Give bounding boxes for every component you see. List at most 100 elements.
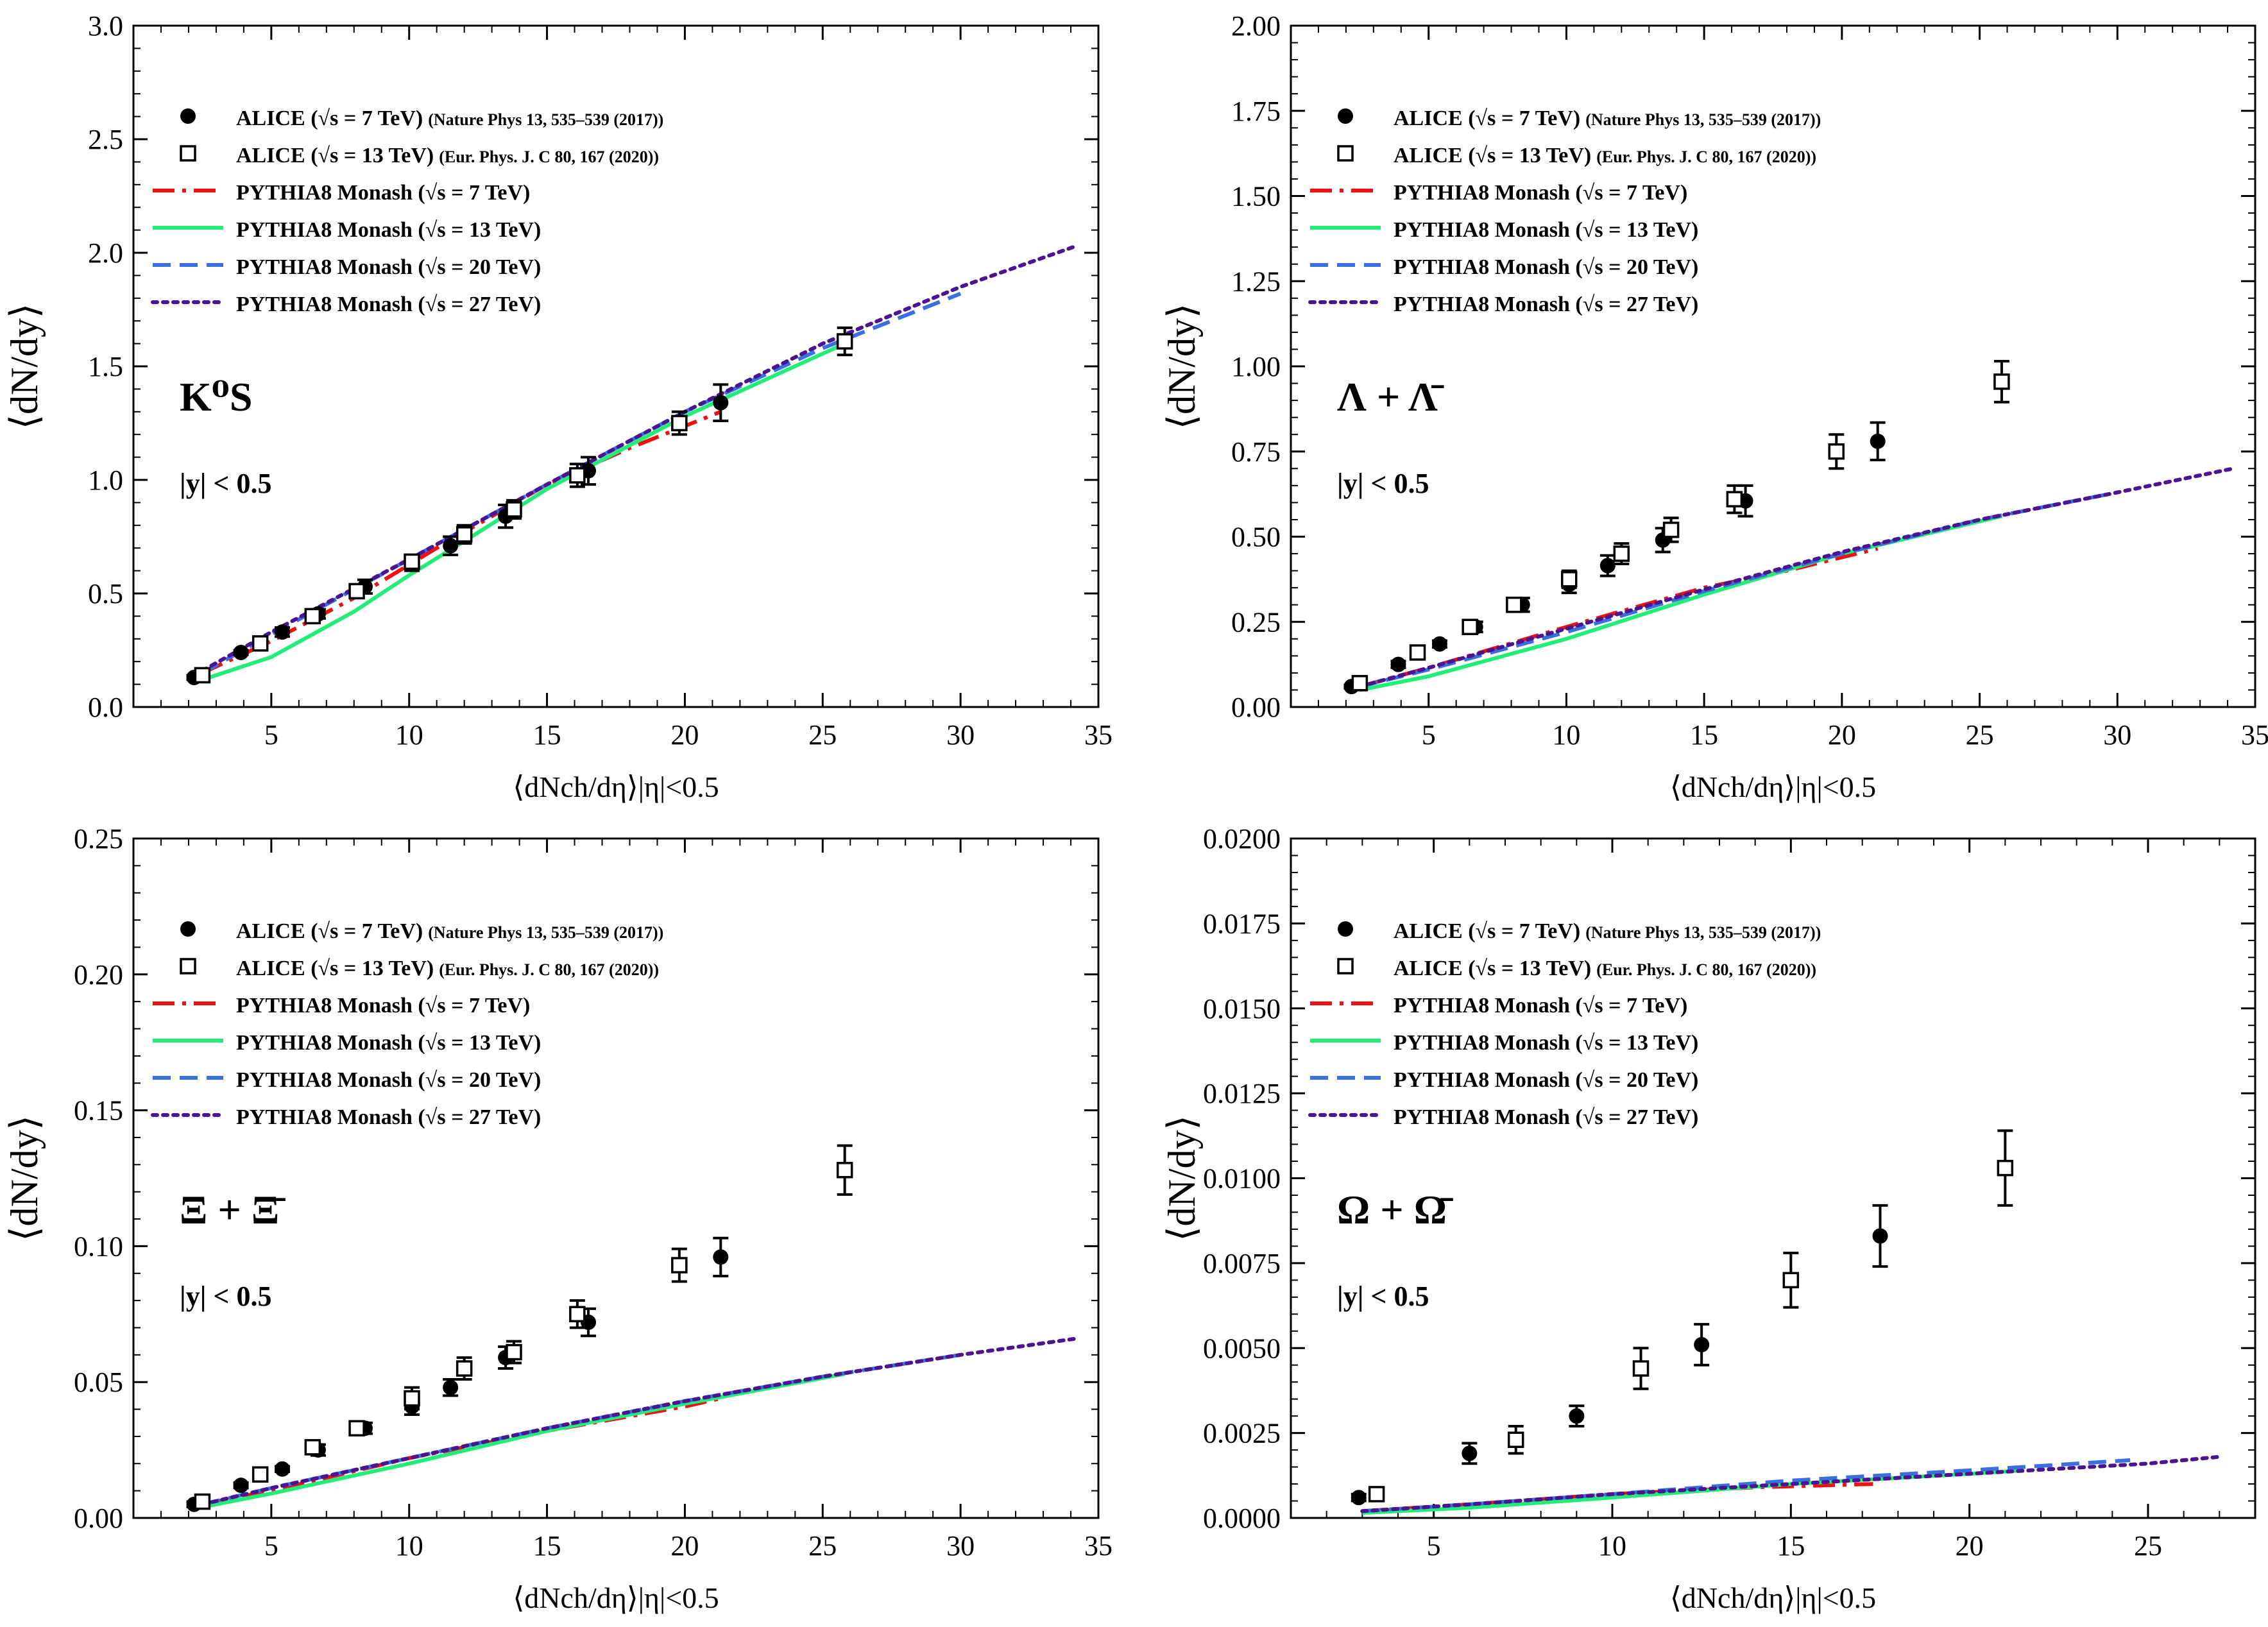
y-tick-label: 0.25 <box>74 823 123 855</box>
data-point-filled-circle <box>443 538 459 554</box>
x-tick-label: 35 <box>2241 719 2268 751</box>
x-tick-label: 20 <box>670 1530 699 1562</box>
x-axis-label: ⟨dNch/dη⟩|η|<0.5 <box>1670 1581 1876 1614</box>
x-tick-label: 30 <box>946 719 975 751</box>
data-point-open-square <box>1507 1431 1524 1448</box>
data-point-open-square <box>1993 373 2010 390</box>
y-tick-label: 0.10 <box>74 1231 123 1262</box>
y-tick-label: 2.00 <box>1231 10 1281 42</box>
series-line-dotted <box>1358 466 2235 689</box>
series-line-dashed <box>1359 490 2118 689</box>
legend-entry: ALICE (√s = 13 TeV) (Eur. Phys. J. C 80, … <box>236 957 659 980</box>
legend-label: PYTHIA8 Monash (√s = 7 TeV) <box>1394 994 1687 1018</box>
data-point-open-square <box>1632 1360 1650 1377</box>
y-tick-label: 1.25 <box>1231 266 1281 297</box>
legend-label: PYTHIA8 Monash (√s = 27 TeV) <box>236 293 541 316</box>
legend-entry: PYTHIA8 Monash (√s = 20 TeV) <box>1394 255 1698 279</box>
x-tick-label: 30 <box>946 1530 975 1562</box>
y-tick-label: 0.0025 <box>1203 1418 1281 1449</box>
data-point-filled-circle <box>1351 1490 1367 1506</box>
plot-area <box>1343 360 2235 695</box>
data-point-filled-circle <box>713 395 729 411</box>
data-point-filled-circle <box>275 624 291 640</box>
y-tick-label: 0.0175 <box>1203 908 1281 939</box>
legend: ALICE (√s = 7 TeV) (Nature Phys 13, 535–5… <box>151 919 663 1129</box>
legend-label: PYTHIA8 Monash (√s = 13 TeV) <box>236 1031 541 1055</box>
data-point-filled-circle <box>1599 558 1616 574</box>
legend-marker-filled-circle <box>1338 921 1353 937</box>
x-tick-label: 10 <box>1598 1530 1626 1562</box>
legend-ref: (Nature Phys 13, 535–539 (2017)) <box>1585 923 1821 942</box>
data-point-open-square <box>304 1439 321 1456</box>
data-point-open-square <box>252 635 269 652</box>
y-tick-label: 1.5 <box>88 351 123 382</box>
legend-ref: (Eur. Phys. J. C 80, 167 (2020)) <box>439 960 659 979</box>
legend-entry: PYTHIA8 Monash (√s = 27 TeV) <box>236 1105 541 1129</box>
y-tick-label: 0.50 <box>1231 522 1281 553</box>
y-tick-label: 0.25 <box>1231 606 1281 638</box>
y-axis-label: ⟨dN/dy⟩ <box>3 1115 46 1241</box>
legend-entry: PYTHIA8 Monash (√s = 27 TeV) <box>236 293 541 316</box>
legend-entry: PYTHIA8 Monash (√s = 7 TeV) <box>1394 181 1687 205</box>
y-tick-label: 2.5 <box>88 124 123 155</box>
legend-marker-filled-circle <box>180 921 196 937</box>
data-point-filled-circle <box>443 1379 459 1395</box>
data-point-open-square <box>569 1306 586 1323</box>
data-point-open-square <box>1368 1486 1385 1503</box>
legend-entry: ALICE (√s = 7 TeV) (Nature Phys 13, 535–5… <box>236 919 663 943</box>
legend-entry: PYTHIA8 Monash (√s = 13 TeV) <box>1394 1031 1698 1055</box>
x-tick-label: 20 <box>1956 1530 1984 1562</box>
data-point-filled-circle <box>1872 1228 1888 1244</box>
x-axis-label: ⟨dNch/dη⟩|η|<0.5 <box>1670 771 1876 803</box>
y-tick-label: 0.0200 <box>1203 823 1281 855</box>
data-point-filled-circle <box>1390 656 1406 672</box>
legend-label: PYTHIA8 Monash (√s = 20 TeV) <box>1394 255 1698 279</box>
legend-entry: PYTHIA8 Monash (√s = 27 TeV) <box>1394 1105 1698 1129</box>
y-tick-label: 0.0 <box>88 692 123 723</box>
y-tick-label: 0.0125 <box>1203 1078 1281 1109</box>
y-tick-label: 0.5 <box>88 578 123 609</box>
data-point-open-square <box>194 1493 211 1510</box>
legend-label: PYTHIA8 Monash (√s = 13 TeV) <box>1394 1031 1698 1055</box>
y-axis-label: ⟨dN/dy⟩ <box>1161 303 1203 430</box>
x-axis-label: ⟨dNch/dη⟩|η|<0.5 <box>513 1581 719 1614</box>
legend-label: PYTHIA8 Monash (√s = 27 TeV) <box>1394 1105 1698 1129</box>
y-tick-label: 0.75 <box>1231 436 1281 468</box>
x-tick-label: 5 <box>1427 1530 1441 1562</box>
y-axis-label: ⟨dN/dy⟩ <box>3 303 46 430</box>
legend-ref: (Nature Phys 13, 535–539 (2017)) <box>428 923 663 942</box>
legend-entry: ALICE (√s = 7 TeV) (Nature Phys 13, 535–5… <box>1394 919 1821 943</box>
x-tick-label: 15 <box>1690 719 1718 751</box>
legend-label: PYTHIA8 Monash (√s = 7 TeV) <box>1394 181 1687 205</box>
y-axis-label: ⟨dN/dy⟩ <box>1161 1115 1203 1241</box>
data-point-filled-circle <box>1694 1336 1710 1352</box>
y-tick-label: 0.0000 <box>1203 1503 1281 1534</box>
x-tick-label: 5 <box>1422 719 1436 751</box>
data-point-open-square <box>1462 618 1478 635</box>
cut-label: |y| < 0.5 <box>1337 468 1429 499</box>
data-point-open-square <box>1409 644 1426 661</box>
legend-label: PYTHIA8 Monash (√s = 20 TeV) <box>1394 1068 1698 1092</box>
plot-area <box>186 1144 1079 1512</box>
x-tick-label: 10 <box>395 1530 423 1562</box>
legend-entry: PYTHIA8 Monash (√s = 7 TeV) <box>236 994 530 1018</box>
data-point-filled-circle <box>1462 1445 1478 1461</box>
data-point-filled-circle <box>233 1478 249 1494</box>
legend-marker-filled-circle <box>1338 108 1353 124</box>
series-line-dotted <box>1360 1454 2222 1513</box>
legend-label: PYTHIA8 Monash (√s = 7 TeV) <box>236 994 530 1018</box>
legend-label: ALICE (√s = 7 TeV) <box>236 919 423 943</box>
data-point-filled-circle <box>275 1461 291 1477</box>
y-tick-label: 0.0150 <box>1203 993 1281 1025</box>
x-tick-label: 25 <box>1966 719 1994 751</box>
plot-area <box>186 244 1079 685</box>
data-point-open-square <box>836 1162 853 1179</box>
x-tick-label: 35 <box>1084 1530 1113 1562</box>
x-tick-label: 25 <box>808 719 837 751</box>
legend-marker-open-square <box>180 958 196 975</box>
legend-entry: PYTHIA8 Monash (√s = 27 TeV) <box>1394 293 1698 316</box>
chart-panel-2: 5 10 15 20 25 30 35 0.00 0.25 0.50 0.75 1.00 1.25 1.5… <box>1161 10 2268 803</box>
legend-entry: PYTHIA8 Monash (√s = 20 TeV) <box>1394 1068 1698 1092</box>
data-point-open-square <box>348 1420 365 1436</box>
